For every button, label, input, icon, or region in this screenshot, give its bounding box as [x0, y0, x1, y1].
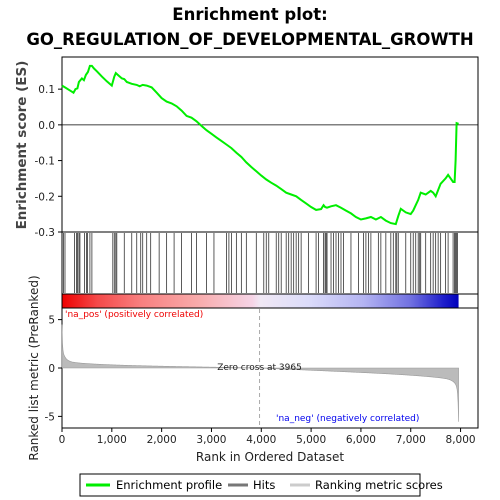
rank-color-bar-group: [61, 293, 479, 309]
legend-label-hits: Hits: [253, 478, 275, 492]
legend-label-metric: Ranking metric scores: [315, 478, 443, 492]
metric-ytick-label: 0: [48, 363, 55, 375]
hits-panel-frame: [61, 231, 479, 295]
es-ytick-label: 0.1: [38, 84, 55, 96]
metric-ylabel: Ranked list metric (PreRanked): [27, 275, 41, 460]
x-tick-label: 3,000: [196, 434, 226, 446]
neg-correlated-label: 'na_neg' (negatively correlated): [276, 414, 419, 424]
metric-yticks: 5 0 -5: [45, 315, 62, 423]
x-tick-label: 8,000: [446, 434, 476, 446]
es-panel: 0.1 0.0 -0.1 -0.2 -0.3 Enrichment score (ES): [14, 56, 479, 239]
es-ylabel: Enrichment score (ES): [14, 61, 30, 230]
zero-cross-label: Zero cross at 3965: [217, 363, 302, 373]
x-axis-ticks: 0 1,000 2,000 3,000 4,000 5,000 6,000 7,000 8,00…: [59, 428, 476, 446]
x-axis-label: Rank in Ordered Dataset: [196, 450, 344, 464]
enrichment-profile-line: [61, 64, 459, 226]
es-ytick-label: -0.2: [35, 191, 56, 203]
metric-ytick-label: 5: [48, 315, 55, 327]
hit-lines: [63, 233, 458, 293]
hits-panel: [61, 231, 479, 295]
legend: Enrichment profile Hits Ranking metric s…: [79, 473, 443, 497]
x-tick-label: 1,000: [97, 434, 127, 446]
x-tick-label: 2,000: [147, 434, 177, 446]
x-tick-label: 5,000: [296, 434, 326, 446]
rank-color-bar: [62, 294, 459, 308]
metric-panel: 5 0 -5 'na_pos' (positively correlated) Ze…: [27, 275, 479, 461]
legend-frame: [79, 473, 421, 497]
chart-title-line2: GO_REGULATION_OF_DEVELOPMENTAL_GROWTH: [26, 30, 473, 49]
x-tick-label: 6,000: [346, 434, 376, 446]
es-yticks: 0.1 0.0 -0.1 -0.2 -0.3: [35, 84, 62, 239]
es-panel-frame: [61, 56, 479, 233]
x-tick-label: 0: [59, 434, 66, 446]
x-tick-label: 7,000: [396, 434, 426, 446]
chart-title-line1: Enrichment plot:: [172, 5, 327, 24]
x-tick-label: 4,000: [246, 434, 276, 446]
ranking-metric-area: [61, 324, 459, 422]
es-ytick-label: -0.3: [35, 227, 56, 239]
es-ytick-label: -0.1: [35, 156, 56, 168]
metric-ytick-label: -5: [45, 411, 55, 423]
es-ytick-label: 0.0: [38, 120, 55, 132]
legend-label-enrichment: Enrichment profile: [116, 478, 222, 492]
pos-correlated-label: 'na_pos' (positively correlated): [65, 310, 203, 320]
